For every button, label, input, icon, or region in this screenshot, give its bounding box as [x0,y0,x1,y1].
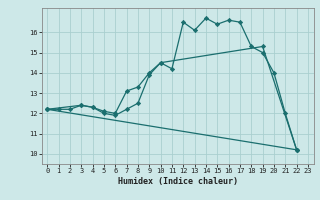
X-axis label: Humidex (Indice chaleur): Humidex (Indice chaleur) [118,177,237,186]
